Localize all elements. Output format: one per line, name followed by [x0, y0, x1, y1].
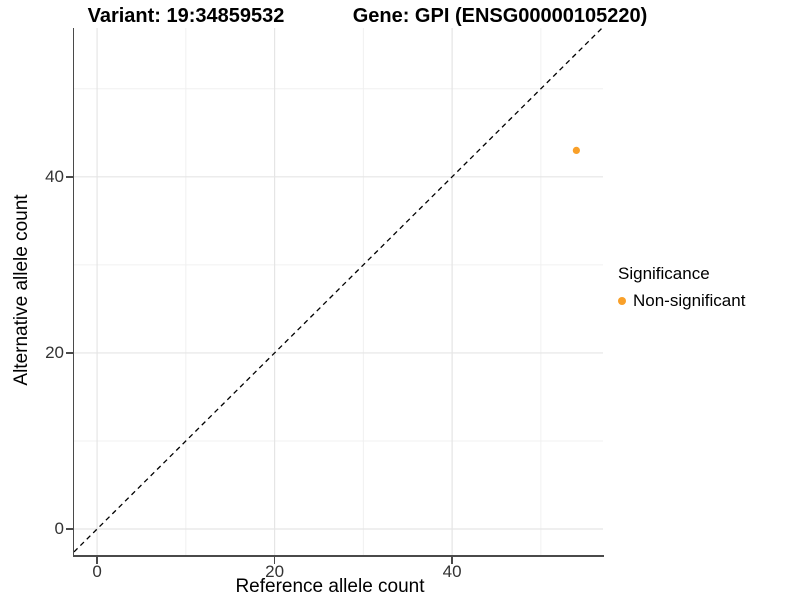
x-tick-label: 20 — [265, 562, 285, 581]
y-tick-label: 20 — [45, 342, 64, 362]
x-tick-mark — [451, 556, 453, 564]
legend-item-label: Non-significant — [633, 291, 746, 310]
identity-dashed-line — [73, 27, 603, 553]
x-axis-line — [72, 555, 604, 557]
x-tick-mark — [96, 556, 98, 564]
plot-panel — [73, 27, 603, 555]
y-axis-line — [72, 28, 74, 557]
plot-title-gene: Gene: GPI (ENSG00000105220) — [352, 5, 648, 27]
y-tick-label: 40 — [45, 166, 64, 186]
y-tick-mark — [65, 352, 73, 354]
y-tick-mark — [65, 528, 73, 530]
data-point — [572, 146, 580, 154]
x-tick-label: 0 — [92, 562, 102, 581]
legend: Significance Non-significant — [618, 264, 745, 311]
x-tick-mark — [273, 556, 276, 564]
panel-svg — [73, 27, 603, 555]
x-tick-label: 40 — [442, 562, 462, 581]
legend-item: Non-significant — [618, 291, 745, 311]
legend-title: Significance — [618, 264, 710, 283]
y-tick-label: 0 — [54, 519, 64, 539]
x-axis-title: Reference allele count — [235, 576, 425, 597]
y-tick-mark — [65, 176, 73, 178]
legend-point-icon — [618, 297, 626, 305]
plot-title-variant: Variant: 19:34859532 — [87, 5, 285, 27]
